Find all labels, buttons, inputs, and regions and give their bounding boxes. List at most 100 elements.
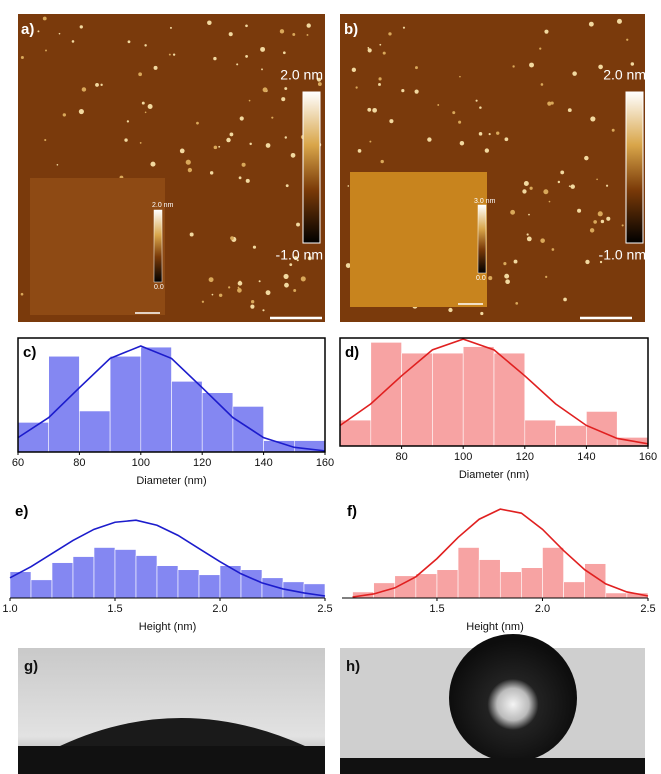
particle [252,245,257,249]
histogram-panel: 80 100 120 140 160 Diameter (nm) d) [339,337,657,481]
particle [284,282,289,288]
panel-label: a) [21,21,34,38]
bar [135,555,158,599]
particle [79,25,83,29]
bar [171,381,203,453]
particle [598,64,603,70]
bar [109,355,142,453]
particle [189,232,194,237]
particle [139,142,142,144]
particle [201,300,205,303]
particle [505,279,510,285]
particle [218,293,223,298]
bar [462,346,495,447]
x-tick-label: 80 [395,451,407,463]
particle [568,185,571,188]
particle [20,56,24,60]
particle [570,184,575,189]
particle [95,82,99,87]
panel-label: e) [15,503,28,520]
substrate [340,758,645,774]
particle [127,40,131,44]
particle [265,143,271,148]
particle [389,119,394,124]
colorbar-max: 2.0 nm [280,67,323,83]
particle [480,311,484,316]
particle [402,26,406,29]
particle [300,276,306,282]
particle [512,65,515,68]
particle [144,111,147,114]
bar [51,562,74,599]
particle [44,138,47,142]
bar [48,355,80,453]
x-tick-label: 1.5 [107,603,122,615]
fit-curve [9,519,326,597]
fit-curve [339,338,649,445]
plot-frame [17,337,326,453]
particle [427,137,432,142]
particle [218,145,221,148]
particle [293,256,298,260]
particle [228,32,233,37]
bar [499,571,522,599]
particle [347,185,350,187]
particle [355,86,358,89]
particle [367,48,372,53]
bar [198,574,221,599]
particle [588,21,594,27]
particle [599,260,603,264]
bar [72,556,95,599]
particle [150,161,156,167]
particle [185,159,191,165]
particle [228,286,231,289]
particle [616,18,622,24]
inset-max: 3.0 nm [474,198,496,205]
bar [478,559,501,599]
particle [260,46,266,52]
particle [529,62,535,68]
bar [542,547,564,599]
bar [457,547,480,599]
bar [30,579,53,599]
particle [567,108,572,113]
particle [526,233,529,236]
particle [237,288,242,293]
particle [448,307,453,313]
bar [401,352,433,447]
particle [540,238,545,243]
particle [78,108,84,115]
x-axis-label: Height (nm) [466,621,523,633]
particle [153,65,158,70]
particle [250,304,255,309]
particle [372,107,377,113]
bar [93,547,116,599]
particle [437,104,440,106]
bar [415,573,438,599]
particle [245,178,250,183]
afm-panel-a: 2.0 nm 0.0 2.0 nm -1.0 nm a) [18,14,325,322]
particles [20,16,322,312]
particle [172,53,176,56]
inset-max: 2.0 nm [152,202,174,209]
particle [306,23,311,28]
x-tick-label: 160 [316,457,334,469]
particle [529,186,533,190]
particle [124,138,128,142]
x-tick-label: 120 [193,457,211,469]
particle [515,301,519,305]
particle [577,208,582,213]
particle [351,67,357,72]
particle [229,132,234,137]
particle [169,26,172,29]
particle [458,120,462,124]
x-tick-label: 2.0 [212,603,227,615]
colorbar [625,91,644,244]
particle [236,63,239,66]
x-tick-label: 1.5 [429,603,444,615]
colorbar-min: -1.0 nm [276,247,323,263]
particle [563,297,567,302]
particle [37,30,40,33]
bar [232,406,264,453]
